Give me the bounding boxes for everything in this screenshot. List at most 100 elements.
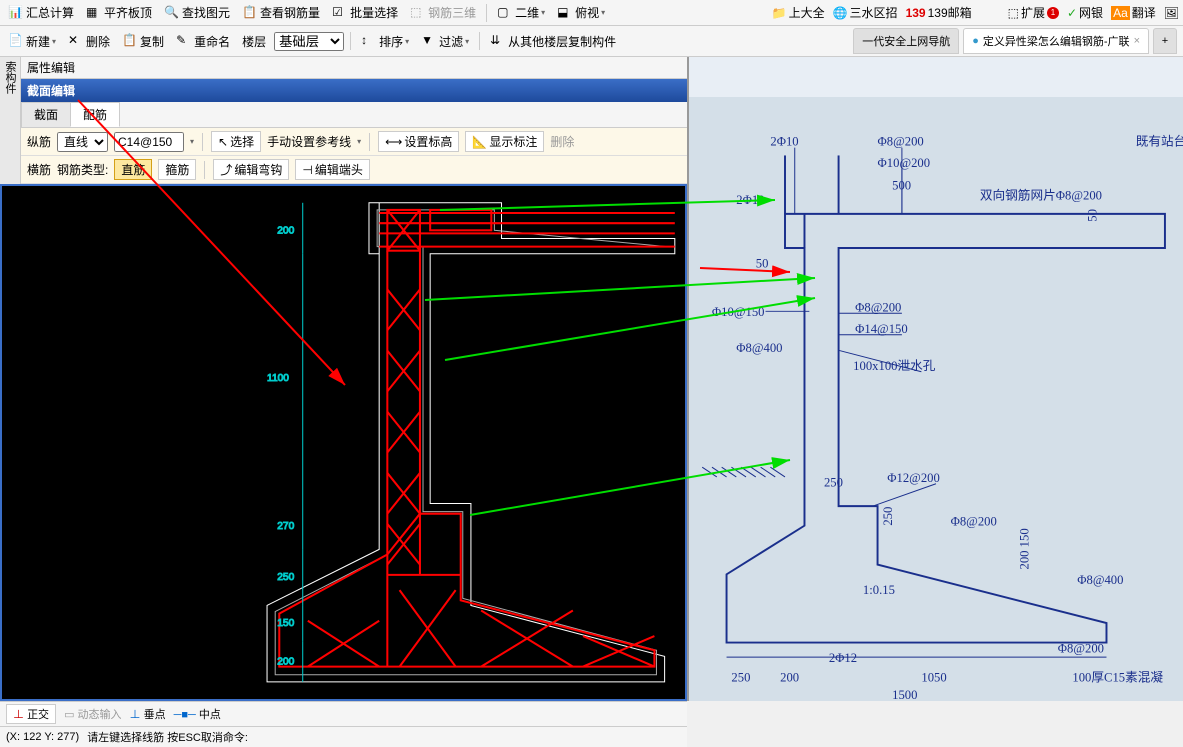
separator (350, 32, 351, 50)
close-icon[interactable]: × (1134, 35, 1140, 47)
label: 钢筋三维 (428, 4, 476, 21)
property-edit-label: 属性编辑 (21, 57, 687, 79)
summary-calc-button[interactable]: 📊 汇总计算 (4, 2, 78, 23)
label: 139邮箱 (928, 4, 972, 21)
top-view-button[interactable]: ⬓ 俯视 ▾ (553, 2, 609, 23)
svg-text:2Φ10: 2Φ10 (770, 135, 798, 149)
tab-label: 一代安全上网导航 (862, 33, 950, 49)
batch-select-button[interactable]: ☑ 批量选择 (328, 2, 402, 23)
bookmark-item[interactable]: 📁 上大全 (772, 4, 825, 21)
bookmark-item[interactable]: 139 139邮箱 (906, 4, 972, 21)
tabs: 截面 配筋 (21, 102, 687, 128)
svg-text:200: 200 (780, 671, 799, 685)
chevron-down-icon: ▾ (405, 37, 409, 46)
cursor-icon: ↖ (218, 135, 228, 149)
copy-icon: 📋 (122, 33, 138, 49)
rebar-3d-button[interactable]: ⬚ 钢筋三维 (406, 2, 480, 23)
manual-ref-button[interactable]: 手动设置参考线 (267, 133, 351, 150)
chevron-down-icon[interactable]: ▾ (357, 137, 361, 146)
svg-text:Φ10@150: Φ10@150 (712, 305, 765, 319)
line-type-select[interactable]: 直线 (57, 132, 108, 152)
more-icon[interactable]: 🖼 (1164, 6, 1179, 20)
plus-icon: + (1162, 35, 1168, 47)
2d-view-button[interactable]: ▢ 二维 ▾ (493, 2, 549, 23)
chevron-down-icon: ▾ (465, 37, 469, 46)
translate-button[interactable]: Aa 翻译 (1111, 4, 1156, 21)
stirrup-button[interactable]: 箍筋 (158, 159, 196, 180)
label: 垂点 (144, 709, 166, 721)
label: 从其他楼层复制构件 (508, 33, 616, 50)
svg-text:Φ8@200: Φ8@200 (1058, 641, 1104, 655)
tab-label: 定义异性梁怎么编辑钢筋-广联 (983, 33, 1130, 49)
label: 显示标注 (489, 133, 537, 150)
tab-rebar[interactable]: 配筋 (70, 102, 120, 127)
perp-button[interactable]: ⊥ 垂点 (130, 706, 166, 722)
label: 新建 (26, 33, 50, 50)
copy-from-floor-button[interactable]: ⇊ 从其他楼层复制构件 (486, 31, 620, 52)
chevron-down-icon[interactable]: ▾ (190, 137, 194, 146)
align-plate-button[interactable]: ▦ 平齐板顶 (82, 2, 156, 23)
blueprint-drawing: 2Φ10 Φ8@200 Φ10@200 500 2Φ10 50 双向钢筋网片Φ8… (689, 97, 1183, 701)
label: 批量选择 (350, 4, 398, 21)
find-element-button[interactable]: 🔍 查找图元 (160, 2, 234, 23)
cad-canvas[interactable]: 200 1100 270 250 150 200 (0, 184, 687, 701)
label: 二维 (515, 4, 539, 21)
search-icon: 🔍 (164, 5, 180, 21)
label: 编辑端头 (315, 161, 363, 178)
shield-icon: ✓ (1067, 6, 1077, 20)
label: 扩展 (1021, 4, 1045, 21)
svg-text:50: 50 (1086, 209, 1100, 222)
elevation-button[interactable]: ⟷ 设置标高 (378, 131, 459, 152)
edit-hook-button[interactable]: ⤴ 编辑弯钩 (213, 159, 289, 180)
label: 设置标高 (404, 133, 452, 150)
view-rebar-button[interactable]: 📋 查看钢筋量 (238, 2, 324, 23)
svg-text:200: 200 (277, 657, 294, 668)
label: 复制 (140, 33, 164, 50)
new-tab-button[interactable]: + (1153, 28, 1177, 54)
select-button[interactable]: ↖ 选择 (211, 131, 261, 152)
bank-button[interactable]: ✓ 网银 (1067, 4, 1103, 21)
svg-text:Φ8@400: Φ8@400 (736, 341, 782, 355)
browser-bookmarks: 📁 上大全 🌐 三水区招 139 139邮箱 ⬚ 扩展 1 ✓ 网银 Aa 翻译… (772, 4, 1179, 21)
command-hint: 请左键选择线筋 按ESC取消命令: (87, 729, 248, 745)
separator (204, 161, 205, 179)
chevron-down-icon: ▾ (601, 8, 605, 17)
rebar-value-input[interactable] (114, 132, 184, 152)
label: 中点 (199, 709, 221, 721)
ortho-button[interactable]: ⊥ 正交 (6, 704, 56, 724)
filter-button[interactable]: ▼ 过滤 ▾ (417, 31, 473, 52)
floor-button[interactable]: 楼层 (238, 31, 270, 52)
ext-button[interactable]: ⬚ 扩展 1 (1008, 4, 1059, 21)
show-annotation-button[interactable]: 📐 显示标注 (465, 131, 544, 152)
svg-text:2Φ12: 2Φ12 (829, 651, 857, 665)
anno-icon: 📐 (472, 135, 487, 149)
tab-section[interactable]: 截面 (21, 102, 71, 127)
svg-text:双向钢筋网片Φ8@200: 双向钢筋网片Φ8@200 (980, 187, 1102, 202)
main-toolbar-2: 📄 新建 ▾ ✕ 删除 📋 复制 ✎ 重命名 楼层 基础层 ↕ 排序 ▾ ▼ 过… (0, 26, 1183, 57)
delete-link[interactable]: 删除 (550, 133, 574, 150)
delete-button[interactable]: ✕ 删除 (64, 31, 114, 52)
browser-tab-active[interactable]: ● 定义异性梁怎么编辑钢筋-广联 × (963, 28, 1149, 54)
copy-button[interactable]: 📋 复制 (118, 31, 168, 52)
label: 三水区招 (850, 4, 898, 21)
edit-end-button[interactable]: ⊣ 编辑端头 (295, 159, 369, 180)
2d-icon: ▢ (497, 5, 513, 21)
floor-select[interactable]: 基础层 (274, 32, 344, 51)
straight-button[interactable]: 直筋 (114, 159, 152, 180)
rename-button[interactable]: ✎ 重命名 (172, 31, 234, 52)
svg-text:150: 150 (277, 618, 294, 629)
svg-text:1050: 1050 (921, 671, 946, 685)
dynamic-input[interactable]: ▭ 动态输入 (64, 706, 121, 722)
label: 平齐板顶 (104, 4, 152, 21)
browser-tab[interactable]: 一代安全上网导航 (853, 28, 959, 54)
svg-text:250: 250 (881, 507, 895, 526)
svg-text:Φ8@200: Φ8@200 (951, 515, 997, 529)
midpoint-button[interactable]: ─■─ 中点 (174, 706, 221, 722)
rename-icon: ✎ (176, 33, 192, 49)
subtoolbar-1: 纵筋 直线 ▾ ↖ 选择 手动设置参考线 ▾ ⟷ 设置标高 (21, 128, 687, 156)
label: 重命名 (194, 33, 230, 50)
new-button[interactable]: 📄 新建 ▾ (4, 31, 60, 52)
sort-button[interactable]: ↕ 排序 ▾ (357, 31, 413, 52)
bookmark-item[interactable]: 🌐 三水区招 (833, 4, 898, 21)
label-longitudinal: 纵筋 (27, 133, 51, 150)
